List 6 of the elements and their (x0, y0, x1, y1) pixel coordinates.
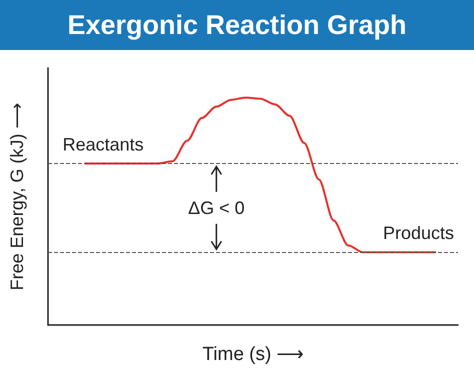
x-axis-title: Time (s) ⟶ (202, 344, 304, 365)
annotation: Reactants (62, 134, 144, 155)
chart-title: Exergonic Reaction Graph (0, 0, 474, 50)
annotation: ΔG < 0 (188, 198, 245, 218)
y-axis-title: Free Energy, G (kJ) ⟶ (7, 102, 27, 290)
annotation: Products (383, 223, 454, 244)
